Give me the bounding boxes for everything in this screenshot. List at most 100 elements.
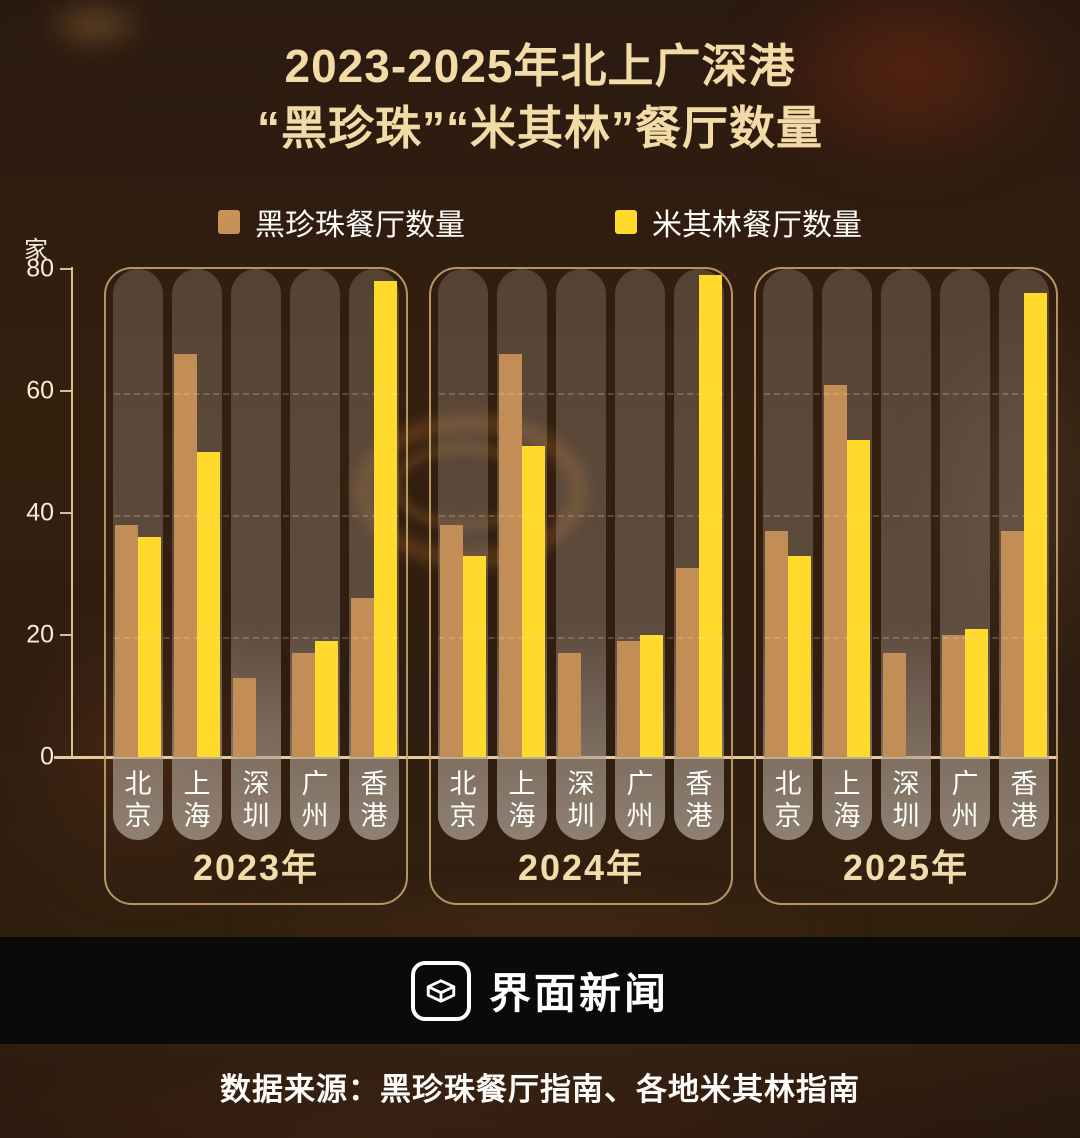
bar-pair [558,269,604,757]
city-label: 广州 [626,768,654,831]
black-pearl-bar [617,641,640,757]
black-pearl-bar [292,653,315,757]
bar-pair [292,269,338,757]
year-label: 2025年 [842,847,970,888]
legend-label-black-pearl: 黑珍珠餐厅数量 [255,209,465,242]
black-pearl-bar [499,354,522,757]
gridline-20 [439,637,723,639]
legend-swatch-black-pearl-icon [218,210,240,234]
city-label: 北京 [774,768,802,831]
michelin-bar [374,281,397,757]
y-tick-label: 0 [40,742,54,771]
city-column-上海: 上海 [497,269,547,840]
footer-brand-bar: 界面新闻 [0,937,1080,1044]
michelin-bar [965,628,988,757]
chart-title-line2: “黑珍珠”“米其林”餐厅数量 [257,101,823,154]
black-pearl-bar [676,567,699,757]
legend-item-black-pearl: 黑珍珠餐厅数量 [218,200,465,244]
y-axis-line [71,267,73,758]
michelin-bar [1024,293,1047,757]
y-tick-mark [60,390,72,392]
city-label: 北京 [449,768,477,831]
gridline-40 [764,515,1048,517]
bar-pair [676,269,722,757]
city-columns: 北京 上海 深圳 广州 香港 [438,269,724,840]
bar-pair [617,269,663,757]
city-label: 香港 [685,768,713,831]
brand-name: 界面新闻 [488,970,669,1017]
michelin-bar [138,537,161,757]
city-columns: 北京 上海 深圳 广州 香港 [763,269,1049,840]
city-column-北京: 北京 [763,269,813,840]
bar-pair [351,269,397,757]
legend: 黑珍珠餐厅数量 米其林餐厅数量 [0,200,1080,244]
city-label: 香港 [360,768,388,831]
legend-label-michelin: 米其林餐厅数量 [652,209,862,242]
gridline-40 [114,515,398,517]
gridline-40 [439,515,723,517]
city-columns: 北京 上海 深圳 广州 香港 [113,269,399,840]
black-pearl-bar [174,354,197,757]
gridline-60 [439,393,723,395]
black-pearl-bar [824,384,847,757]
city-label: 深圳 [567,768,595,831]
black-pearl-bar [440,525,463,757]
city-column-深圳: 深圳 [231,269,281,840]
bar-pair [942,269,988,757]
bar-pair [440,269,486,757]
y-tick-mark [60,634,72,636]
michelin-bar [522,445,545,757]
city-column-香港: 香港 [999,269,1049,840]
black-pearl-bar [883,653,906,757]
bar-pair [499,269,545,757]
city-column-广州: 广州 [290,269,340,840]
black-pearl-bar [1001,531,1024,757]
black-pearl-bar [233,677,256,757]
city-label: 上海 [508,768,536,831]
michelin-bar [197,452,220,757]
y-tick-mark [60,512,72,514]
michelin-bar [847,439,870,757]
bar-pair [883,269,929,757]
gridline-60 [764,393,1048,395]
chart-groups: 北京 上海 深圳 广州 香港 2023年 北京 上海 深圳 广州 香港 2024年 北京 上海 深圳 广州 香港… [104,267,1058,905]
city-label: 香港 [1010,768,1038,831]
city-label: 广州 [301,768,329,831]
black-pearl-bar [942,635,965,757]
legend-item-michelin: 米其林餐厅数量 [615,200,862,244]
city-label: 广州 [951,768,979,831]
y-tick-mark [60,268,72,270]
city-column-北京: 北京 [438,269,488,840]
city-label: 上海 [833,768,861,831]
year-label: 2023年 [192,847,320,888]
chart-title: 2023-2025年北上广深港 “黑珍珠”“米其林”餐厅数量 [0,36,1080,159]
data-source-note: 数据来源：黑珍珠餐厅指南、各地米其林指南 [220,1072,860,1107]
black-pearl-bar [351,598,374,757]
bar-pair [115,269,161,757]
city-label: 上海 [183,768,211,831]
y-tick-label: 20 [26,620,54,649]
michelin-bar [699,275,722,757]
black-pearl-bar [115,525,138,757]
jiemian-logo-icon [410,960,471,1021]
y-tick-label: 80 [26,254,54,283]
city-column-广州: 广州 [615,269,665,840]
city-column-上海: 上海 [172,269,222,840]
y-tick-label: 60 [26,376,54,405]
gridline-20 [764,637,1048,639]
year-group-2024年: 北京 上海 深圳 广州 香港 2024年 [429,267,733,905]
year-group-2023年: 北京 上海 深圳 广州 香港 2023年 [104,267,408,905]
bar-pair [824,269,870,757]
year-label: 2024年 [517,847,645,888]
city-label: 深圳 [242,768,270,831]
bar-pair [1001,269,1047,757]
legend-swatch-michelin-icon [615,210,637,234]
y-axis-unit: 家 [24,237,48,264]
city-column-北京: 北京 [113,269,163,840]
black-pearl-bar [558,653,581,757]
city-column-深圳: 深圳 [881,269,931,840]
michelin-bar [640,635,663,757]
city-column-广州: 广州 [940,269,990,840]
gridline-60 [114,393,398,395]
